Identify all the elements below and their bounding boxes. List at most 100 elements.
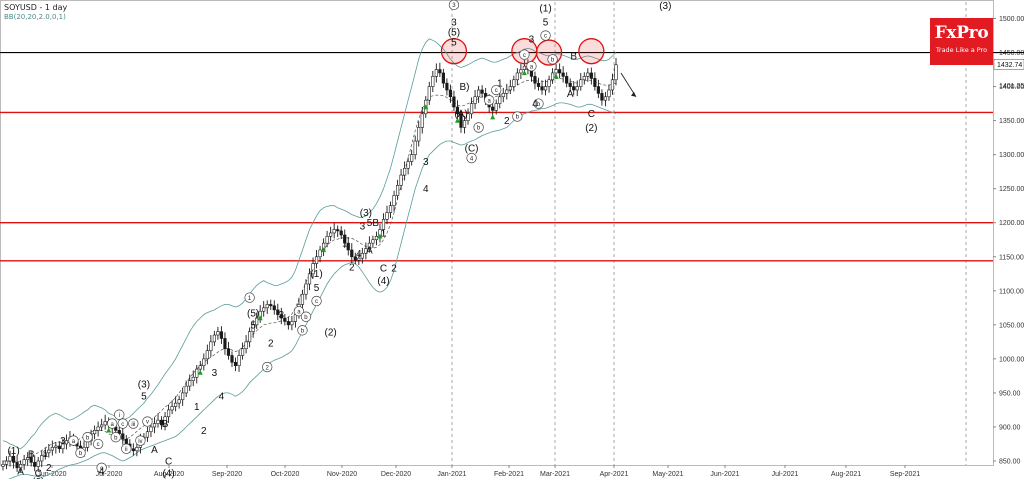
- candle: [381, 219, 386, 230]
- candle: [33, 462, 37, 467]
- y-tick-label: 1150.00: [999, 254, 1024, 261]
- candle: [145, 431, 150, 438]
- candle: [575, 86, 579, 91]
- wave-label: A: [151, 445, 158, 456]
- wave-label: (3): [138, 379, 150, 390]
- candle: [286, 321, 290, 326]
- green-signal-icon: [377, 233, 383, 239]
- green-signal-icon: [106, 427, 112, 433]
- candle: [205, 350, 209, 360]
- wave-label: (3): [659, 1, 671, 12]
- green-signal-icon: [553, 73, 559, 79]
- candle: [473, 96, 477, 104]
- candle: [54, 445, 58, 448]
- candle: [536, 82, 541, 87]
- y-tick-label: 1050.00: [999, 322, 1024, 329]
- logo-tagline: Trade Like a Pro: [935, 46, 988, 54]
- wave-label: C: [380, 264, 387, 275]
- candle: [561, 72, 565, 77]
- wave-label: (4): [162, 469, 174, 479]
- bollinger-upper: [2, 38, 617, 450]
- projection-arrowhead-icon: [631, 91, 636, 97]
- wave-label: (5): [448, 28, 460, 39]
- wave-label: A: [17, 467, 24, 478]
- wave-circle-label: iv: [138, 439, 142, 445]
- candle: [64, 440, 69, 445]
- y-tick-label: 950.00: [999, 390, 1021, 397]
- candle: [350, 249, 354, 258]
- wave-circle-label: iii: [131, 422, 135, 428]
- green-signal-icon: [490, 114, 496, 120]
- wave-circle-label: b: [551, 58, 555, 64]
- candle: [614, 64, 618, 81]
- wave-circle: [547, 54, 558, 65]
- wave-label: (C): [465, 143, 479, 154]
- wave-label: 5: [451, 38, 457, 49]
- candle: [131, 448, 135, 452]
- wave-label: 3: [360, 222, 366, 233]
- candle: [96, 426, 100, 431]
- wave-label: 1: [342, 239, 348, 250]
- candle: [61, 443, 65, 450]
- wave-circle-label: b: [86, 435, 90, 441]
- candle: [515, 72, 519, 81]
- wave-label: 2: [391, 264, 397, 275]
- wave-circle-label: c: [523, 53, 526, 59]
- wave-label: B: [162, 419, 169, 430]
- candle: [417, 127, 421, 142]
- candle: [357, 257, 361, 261]
- wave-label: 3: [451, 17, 457, 28]
- candle: [462, 120, 467, 128]
- candle: [480, 89, 484, 94]
- wave-circle-label: v: [146, 420, 149, 426]
- candle: [505, 89, 509, 94]
- wave-label: (2): [32, 477, 44, 479]
- wave-circle-label: b: [516, 115, 520, 121]
- candle: [339, 230, 343, 236]
- candle: [434, 69, 438, 77]
- candle: [209, 341, 213, 352]
- candle: [149, 426, 153, 433]
- candle: [540, 86, 544, 91]
- candle: [438, 69, 442, 74]
- y-tick-label: 1250.00: [999, 186, 1024, 193]
- green-signal-icon: [197, 369, 203, 375]
- y-tick-label: 1500.00: [999, 16, 1024, 23]
- y-tick-label: 1350.00: [999, 118, 1024, 125]
- y-tick-label: 1300.00: [999, 152, 1024, 159]
- wave-label: 2: [504, 116, 510, 127]
- indicator-label: BB(20,20,2.0,0,1): [4, 13, 66, 21]
- candle: [300, 293, 305, 305]
- wave-circle: [142, 416, 153, 427]
- wave-label: 4: [99, 467, 105, 478]
- candle: [195, 368, 199, 378]
- wave-circle: [96, 462, 107, 473]
- wave-circle-label: c: [97, 442, 100, 448]
- wave-circle: [114, 409, 125, 420]
- wave-label: A: [567, 89, 574, 100]
- candle: [547, 79, 551, 87]
- wave-label: 2: [268, 339, 274, 350]
- candle: [607, 89, 611, 98]
- wave-circle-label: b: [114, 435, 118, 441]
- wave-label: 2: [349, 262, 355, 273]
- candle: [374, 236, 379, 241]
- wave-label: 3: [279, 310, 285, 321]
- x-tick-label: Oct-2020: [271, 471, 300, 478]
- candle: [121, 433, 125, 440]
- candle: [314, 256, 319, 264]
- candle: [170, 406, 174, 411]
- wave-circle-label: b: [301, 328, 305, 334]
- wave-circle: [473, 122, 484, 133]
- candle: [371, 239, 375, 244]
- candle: [360, 253, 364, 259]
- wave-circle-label: 2: [266, 365, 270, 371]
- candle: [388, 205, 393, 213]
- candle: [448, 89, 453, 98]
- wave-label: (4): [377, 276, 389, 287]
- candle: [406, 161, 410, 169]
- candle: [469, 103, 474, 115]
- plot-frame: [0, 0, 994, 466]
- candle: [159, 419, 164, 426]
